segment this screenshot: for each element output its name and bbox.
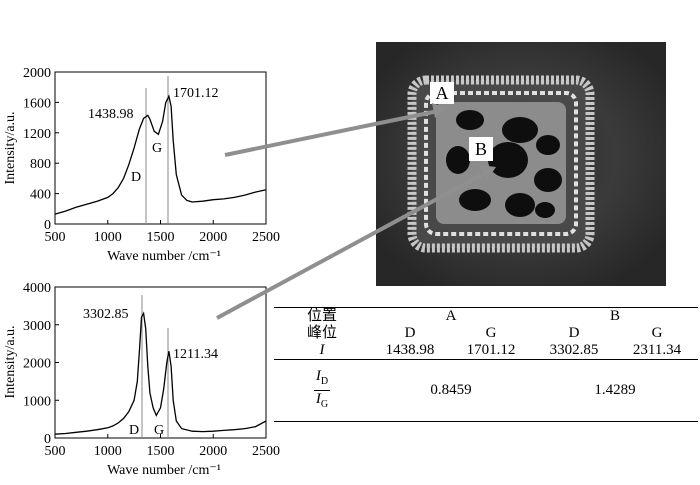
label-b: B — [475, 139, 487, 159]
arrow-a-head — [432, 103, 448, 118]
spectrum-line — [54, 311, 267, 435]
peak-header: 峰位 — [306, 325, 337, 341]
ratio-row: ID IG 0.8459 1.4289 — [274, 359, 698, 422]
ratio-b: 1.4289 — [532, 359, 698, 422]
peak-a-d: D — [404, 325, 416, 341]
arrow-a — [224, 109, 439, 157]
y-ticks: 0 400 800 1200 1600 2000 — [23, 66, 59, 233]
x-tick-label: 2500 — [252, 444, 280, 459]
y-tick-label: 1200 — [23, 127, 51, 142]
intensity-b-d: 3302.85 — [532, 342, 616, 360]
x-ticks: 500 1000 1500 2000 2500 — [45, 434, 280, 459]
micrograph: A B — [376, 42, 666, 286]
arrow-b-head — [479, 165, 496, 180]
peak-row: 峰位 D G D G — [274, 325, 698, 342]
intensity-a-g: 1701.12 — [450, 342, 532, 360]
x-tick-label: 1500 — [147, 444, 175, 459]
x-tick-label: 2000 — [199, 230, 227, 245]
peak-label-1: 3302.85 — [83, 307, 129, 322]
y-tick-label: 3000 — [23, 319, 51, 334]
y-axis-label: Intensity/a.u. — [3, 111, 18, 184]
x-tick-label: 1000 — [94, 444, 122, 459]
y-tick-label: 2000 — [23, 66, 51, 81]
intensity-header: I — [274, 342, 370, 360]
spectrum-line — [54, 94, 267, 215]
x-axis-label: Wave number /cm⁻¹ — [107, 249, 221, 264]
raman-chart-bottom: 0 1000 2000 3000 4000 500 1000 1500 2000 2500 33… — [3, 281, 280, 478]
intensity-a-d: 1438.98 — [370, 342, 450, 360]
x-tick-label: 1000 — [94, 230, 122, 245]
x-ticks: 500 1000 1500 2000 2500 — [45, 220, 280, 245]
peak-b-d: D — [568, 325, 580, 341]
y-tick-label: 800 — [30, 157, 51, 172]
position-a: A — [370, 307, 532, 325]
peak-b-g: G — [651, 325, 663, 341]
y-tick-label: 0 — [44, 218, 51, 233]
label-box-a — [430, 82, 454, 104]
x-tick-label: 2000 — [199, 444, 227, 459]
x-tick-label: 500 — [45, 444, 66, 459]
y-tick-label: 4000 — [23, 281, 51, 296]
arrows — [216, 103, 496, 320]
position-row: 位置 A B — [274, 307, 698, 325]
y-ticks: 0 1000 2000 3000 4000 — [23, 281, 59, 447]
y-tick-label: 1600 — [23, 96, 51, 111]
dark-regions — [446, 110, 562, 218]
position-header: 位置 — [274, 307, 370, 325]
peak-label-1: 1438.98 — [88, 107, 134, 122]
x-axis-label: Wave number /cm⁻¹ — [107, 463, 221, 478]
y-tick-label: 2000 — [23, 357, 51, 372]
ratio-a: 0.8459 — [370, 359, 532, 422]
peak-label-2: 1211.34 — [173, 347, 218, 362]
peak-a-g: G — [485, 325, 497, 341]
g-band-label: G — [154, 423, 164, 438]
d-band-label: D — [129, 423, 139, 438]
crater-inner-rim — [424, 91, 578, 236]
intensity-b-g: 2311.34 — [616, 342, 698, 360]
ratio-header: ID IG — [274, 359, 370, 422]
intensity-row: I 1438.98 1701.12 3302.85 2311.34 — [274, 342, 698, 360]
g-band-label: G — [152, 141, 162, 156]
y-axis-label: Intensity/a.u. — [3, 325, 18, 398]
y-tick-label: 400 — [30, 188, 51, 203]
label-a: A — [436, 83, 449, 103]
y-tick-label: 1000 — [23, 394, 51, 409]
label-box-b — [469, 137, 493, 161]
peak-table: 位置 A B 峰位 D G D G I 1438.98 1701.12 3302… — [274, 307, 698, 427]
x-tick-label: 500 — [45, 230, 66, 245]
arrow-b — [216, 170, 488, 320]
ratio-fraction: ID IG — [313, 368, 331, 410]
peak-label-2: 1701.12 — [173, 86, 219, 101]
y-tick-label: 0 — [44, 432, 51, 447]
x-tick-label: 1500 — [147, 230, 175, 245]
x-tick-label: 2500 — [252, 230, 280, 245]
position-b: B — [532, 307, 698, 325]
d-band-label: D — [131, 170, 141, 185]
